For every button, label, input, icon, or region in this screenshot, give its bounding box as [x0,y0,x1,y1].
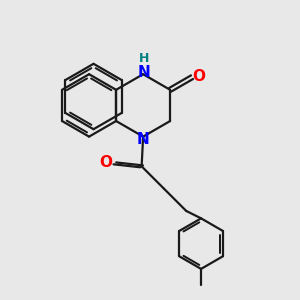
Text: N: N [137,65,150,80]
Text: O: O [99,155,112,170]
Text: N: N [137,131,149,146]
Text: H: H [139,52,149,65]
Text: O: O [193,69,206,84]
